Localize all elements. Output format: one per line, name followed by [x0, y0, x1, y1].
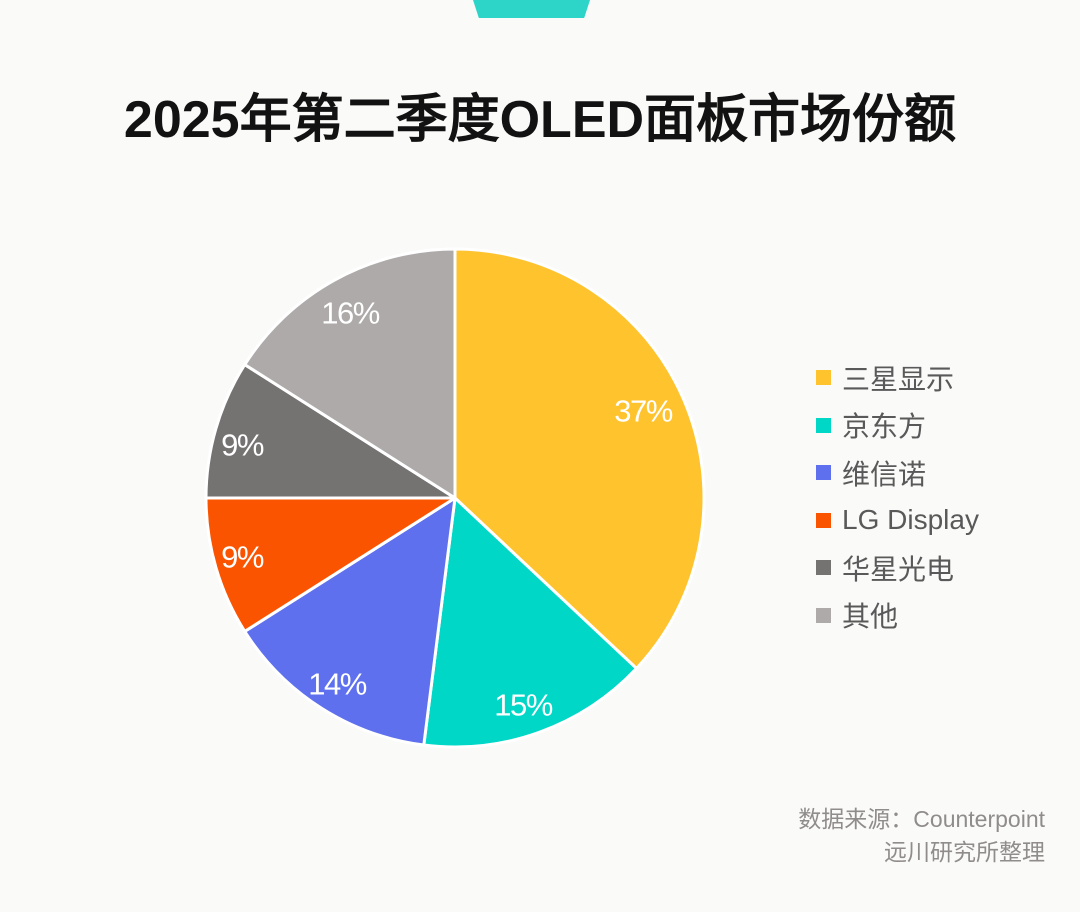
legend-label: LG Display — [842, 504, 979, 536]
legend-label: 维信诺 — [842, 458, 927, 490]
pie-slice-4 — [204, 363, 457, 500]
legend-swatch-icon — [816, 607, 831, 623]
legend-item-5: 其他 — [816, 592, 979, 640]
legend-swatch-icon — [816, 370, 831, 386]
pie-slice-label-4: 9% — [221, 428, 264, 463]
pie-slice-label-0: 37% — [614, 394, 672, 429]
pie-chart: 37% 15% 14% 9% 9% 16% — [200, 243, 710, 753]
legend: 三星显示京东方维信诺 LG Display 华星光电其他 — [816, 354, 979, 639]
legend-item-1: 京东方 — [816, 402, 979, 450]
pie-slice-label-2: 14% — [308, 667, 366, 702]
data-source-line1: 数据来源：Counterpoint — [798, 806, 1045, 832]
legend-item-3: LG Display — [816, 497, 979, 545]
legend-swatch-icon — [816, 512, 831, 528]
legend-item-4: 华星光电 — [816, 544, 979, 592]
data-source: 数据来源：Counterpoint 远川研究所整理 — [798, 803, 1045, 869]
top-ribbon-decoration — [473, 0, 590, 18]
legend-swatch-icon — [816, 560, 831, 576]
pie-slice-label-3: 9% — [221, 540, 264, 575]
legend-swatch-icon — [816, 417, 831, 433]
legend-item-0: 三星显示 — [816, 354, 979, 402]
pie-slice-3 — [204, 496, 457, 633]
pie-slice-label-1: 15% — [494, 688, 552, 723]
pie-slice-1 — [422, 496, 639, 749]
legend-label: 华星光电 — [842, 553, 955, 585]
legend-swatch-icon — [816, 465, 831, 481]
legend-label: 其他 — [842, 601, 899, 633]
legend-label: 三星显示 — [842, 363, 955, 395]
data-source-line2: 远川研究所整理 — [884, 839, 1045, 865]
legend-item-2: 维信诺 — [816, 449, 979, 497]
pie-slice-label-5: 16% — [321, 296, 379, 331]
pie-slice-5 — [243, 247, 457, 500]
legend-label: 京东方 — [842, 411, 927, 443]
pie-slice-2 — [243, 496, 457, 747]
chart-title: 2025年第二季度OLED面板市场份额 — [123, 91, 957, 149]
pie-chart-svg: 37% 15% 14% 9% 9% 16% — [204, 247, 706, 749]
pie-slice-0 — [453, 247, 706, 670]
